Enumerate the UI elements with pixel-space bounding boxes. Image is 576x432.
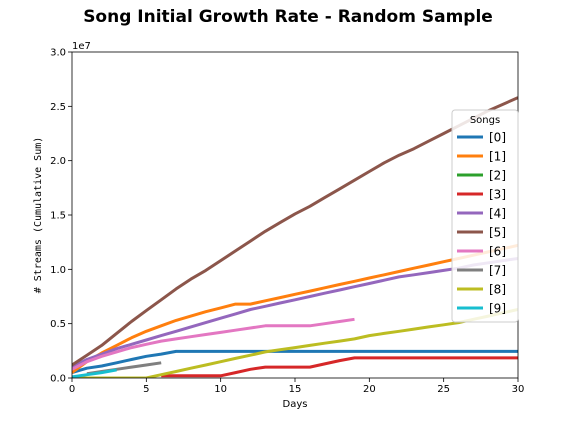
x-axis-label: Days (283, 399, 308, 410)
series-line-3 (161, 356, 518, 378)
series-line-0 (72, 349, 518, 375)
y-tick-label: 2.5 (50, 102, 66, 113)
legend-label: [8] (489, 283, 506, 297)
legend-label: [9] (489, 302, 506, 316)
x-tick-label: 0 (69, 384, 75, 395)
legend-title: Songs (470, 115, 500, 126)
y-tick-label: 2.0 (50, 156, 66, 167)
legend-label: [7] (489, 264, 506, 278)
series-line-6 (72, 317, 355, 371)
x-tick-label: 20 (363, 384, 376, 395)
legend-label: [1] (489, 150, 506, 164)
legend-label: [2] (489, 169, 506, 183)
y-tick-label: 1.0 (50, 265, 66, 276)
y-axis-label: # Streams (Cumulative Sum) (33, 137, 44, 294)
y-tick-label: 3.0 (50, 48, 66, 59)
legend-label: [0] (489, 131, 506, 145)
x-tick-label: 30 (512, 384, 525, 395)
legend-label: [6] (489, 245, 506, 259)
series-line-8 (72, 308, 518, 378)
series-layer (72, 96, 518, 378)
legend-label: [4] (489, 207, 506, 221)
y-scale-label: 1e7 (72, 41, 91, 52)
x-tick-label: 10 (214, 384, 227, 395)
chart-title: Song Initial Growth Rate - Random Sample (83, 7, 493, 27)
series-line-9 (72, 368, 117, 378)
series-line-1 (72, 243, 518, 374)
legend-label: [3] (489, 188, 506, 202)
series-line-5 (72, 96, 518, 367)
series-line-4 (72, 257, 518, 369)
y-tick-label: 1.5 (50, 211, 66, 222)
x-tick-label: 25 (437, 384, 450, 395)
y-axis: 0.0 0.5 1.0 1.5 2.0 2.5 3.0 (50, 48, 72, 385)
legend-label: [5] (489, 226, 506, 240)
legend-items: [0] [1] [2] [3] [4] [5] [6] [7] [8] [9] (457, 131, 506, 316)
legend: Songs [0] [1] [2] [3] [4] [5] [6] [7] [8] [9] (451, 109, 519, 323)
y-tick-label: 0.0 (50, 374, 66, 385)
x-tick-label: 15 (289, 384, 302, 395)
x-tick-label: 5 (143, 384, 149, 395)
y-tick-label: 0.5 (50, 319, 66, 330)
x-axis: 0 5 10 15 20 25 30 (69, 378, 525, 395)
